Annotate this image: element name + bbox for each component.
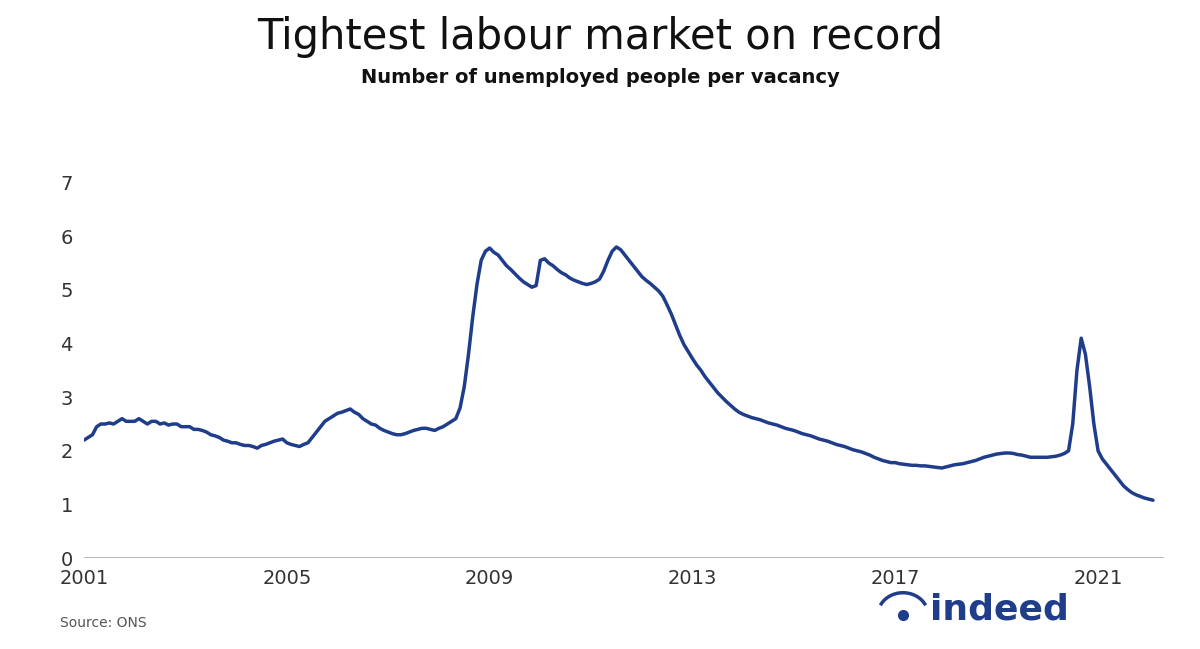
- Text: Number of unemployed people per vacancy: Number of unemployed people per vacancy: [361, 68, 839, 87]
- Text: Tightest labour market on record: Tightest labour market on record: [257, 16, 943, 58]
- Text: indeed: indeed: [930, 593, 1069, 626]
- Text: Source: ONS: Source: ONS: [60, 615, 146, 630]
